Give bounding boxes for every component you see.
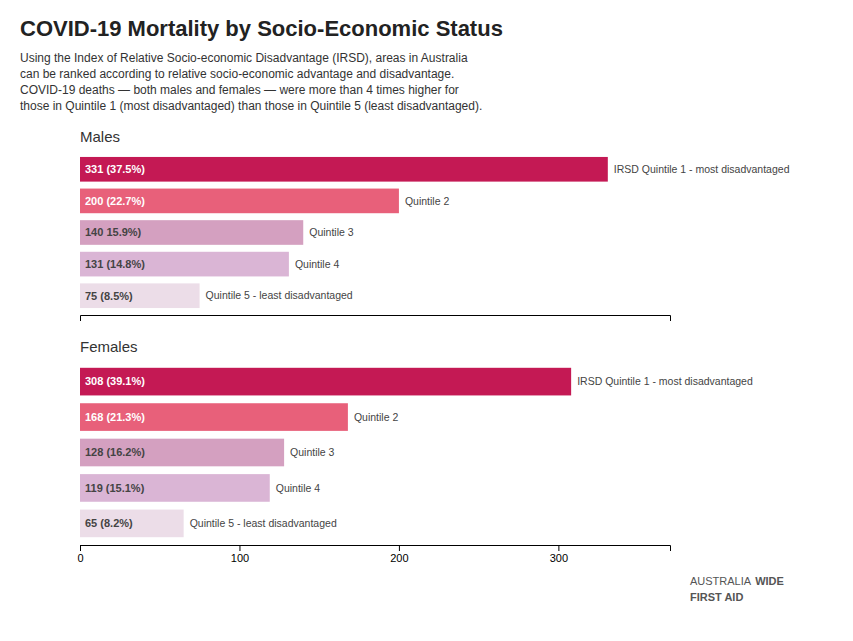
category-label: Quintile 4 [295, 258, 340, 270]
data-label: 128 (16.2%) [85, 446, 145, 458]
tick-label: 0 [77, 552, 83, 564]
bars [80, 368, 571, 537]
tick: 0 [77, 545, 83, 564]
panel: Males 331 (37.5%) 200 (22.7%) 140 15.9%) 131… [80, 128, 790, 321]
bar [80, 403, 348, 431]
tick: 300 [550, 545, 568, 564]
category-label: IRSD Quintile 1 - most disadvantaged [614, 163, 790, 175]
data-label: 119 (15.1%) [85, 482, 145, 494]
data-labels: 331 (37.5%) 200 (22.7%) 140 15.9%) 131 (14.… [85, 163, 145, 301]
data-label: 140 15.9%) [85, 226, 142, 238]
bar [80, 368, 571, 396]
bar [80, 439, 284, 467]
category-labels: IRSD Quintile 1 - most disadvantaged Quin… [190, 375, 753, 529]
category-label: Quintile 2 [354, 411, 399, 423]
tick-label: 200 [390, 552, 408, 564]
tick: 100 [231, 545, 249, 564]
section-label: Males [80, 128, 120, 145]
annotation: WIDE [755, 575, 784, 587]
data-label: 131 (14.8%) [85, 258, 145, 270]
data-label: 168 (21.3%) [85, 411, 145, 423]
subtitle-line: can be ranked according to relative soci… [20, 67, 454, 81]
subtitle-line: COVID-19 deaths — both males and females… [20, 83, 459, 97]
category-label: IRSD Quintile 1 - most disadvantaged [577, 375, 753, 387]
axis-line [81, 546, 671, 552]
bar [80, 283, 200, 308]
subtitle: Using the Index of Relative Socio-econom… [20, 51, 482, 113]
tick: 200 [390, 545, 408, 564]
tick-label: 100 [231, 552, 249, 564]
subtitle-line: those in Quintile 1 (most disadvantaged)… [20, 99, 482, 113]
data-label: 331 (37.5%) [85, 163, 145, 175]
tick-mark [399, 545, 400, 551]
category-labels: IRSD Quintile 1 - most disadvantaged Quin… [206, 163, 790, 301]
bar [80, 510, 184, 538]
annotation: FIRST AID [690, 591, 743, 603]
bars [80, 157, 608, 308]
tick-mark [239, 545, 240, 551]
data-label: 308 (39.1%) [85, 375, 145, 387]
data-label: 75 (8.5%) [85, 290, 133, 302]
bar [80, 220, 303, 245]
x-axis [81, 316, 671, 322]
annotations: AUSTRALIAWIDE FIRST AID [690, 575, 784, 603]
category-label: Quintile 5 - least disadvantaged [190, 517, 337, 529]
title: COVID-19 Mortality by Socio-Economic Sta… [20, 16, 503, 41]
tick-label: 300 [550, 552, 568, 564]
bar [80, 252, 289, 277]
bar [80, 189, 399, 214]
category-label: Quintile 3 [309, 226, 354, 238]
panel: Females 308 (39.1%) 168 (21.3%) 128 (16.2%)… [77, 338, 753, 564]
data-label: 200 (22.7%) [85, 195, 145, 207]
tick-mark [558, 545, 559, 551]
axis-line [81, 316, 671, 322]
bar [80, 474, 270, 502]
subtitle-line: Using the Index of Relative Socio-econom… [20, 51, 468, 65]
x-axis: 0 100 200 300 [77, 545, 670, 564]
category-label: Quintile 3 [290, 446, 335, 458]
category-label: Quintile 4 [276, 482, 321, 494]
bar [80, 157, 608, 182]
data-label: 65 (8.2%) [85, 517, 133, 529]
data-labels: 308 (39.1%) 168 (21.3%) 128 (16.2%) 119 (15… [85, 375, 145, 529]
annotation: AUSTRALIA [690, 575, 752, 587]
tick-mark [80, 545, 81, 551]
section-label: Females [80, 338, 138, 355]
category-label: Quintile 2 [405, 195, 450, 207]
chart: COVID-19 Mortality by Socio-Economic Sta… [0, 0, 853, 641]
category-label: Quintile 5 - least disadvantaged [206, 289, 353, 301]
